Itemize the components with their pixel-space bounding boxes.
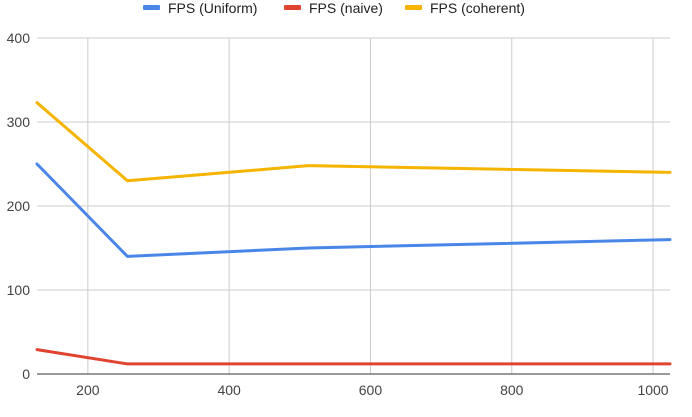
y-tick-label: 200 [7,198,31,214]
series-line-1 [35,348,672,366]
y-tick-label: 100 [7,282,31,298]
legend-swatch [143,5,160,10]
legend-swatch [405,5,422,10]
legend-label: FPS (naive) [309,0,383,16]
x-tick-label: 200 [76,382,100,398]
legend: FPS (Uniform) FPS (naive) FPS (coherent) [143,0,525,16]
y-axis-ticks: 0 100 200 300 400 [7,30,31,382]
series-line-0 [35,162,672,258]
grid-lines [37,37,670,374]
series-line-2 [35,101,672,183]
legend-label: FPS (Uniform) [168,0,257,16]
x-tick-label: 600 [359,382,383,398]
legend-swatch [284,5,301,10]
x-tick-label: 400 [217,382,241,398]
series-lines [35,101,672,366]
x-tick-label: 800 [500,382,524,398]
x-tick-label: 1000 [637,382,668,398]
y-tick-label: 400 [7,30,31,46]
legend-label: FPS (coherent) [430,0,525,16]
y-tick-label: 300 [7,114,31,130]
y-tick-label: 0 [22,366,30,382]
x-axis-ticks: 200 400 600 800 1000 [76,382,669,398]
